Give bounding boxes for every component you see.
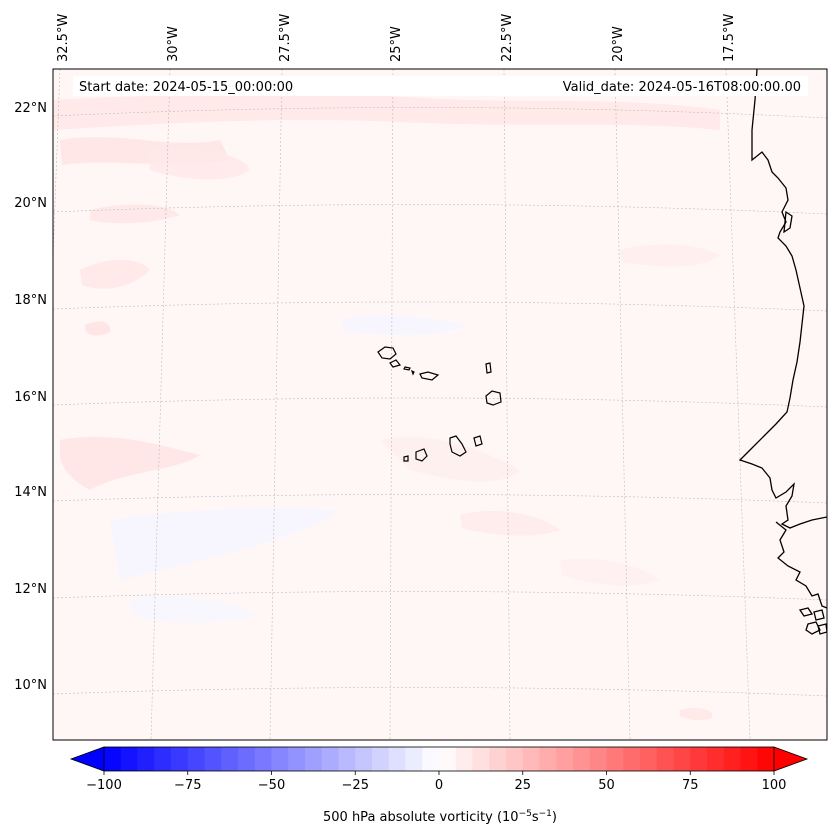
colorbar-segment — [573, 747, 591, 771]
colorbar-segment — [539, 747, 557, 771]
colorbar-segment — [120, 747, 139, 771]
lat-label: 12°N — [14, 582, 47, 597]
lat-label: 22°N — [14, 101, 47, 116]
colorbar-segment — [221, 747, 239, 771]
colorbar-segment — [522, 747, 541, 771]
colorbar: −100 −75 −50 −25 0 25 50 75 100 500 hPa absolute… — [69, 746, 809, 825]
lon-label: 20°W — [611, 26, 626, 62]
colorbar-segment — [757, 747, 775, 771]
colorbar-segment — [556, 747, 574, 771]
colorbar-tick-label: −75 — [174, 778, 201, 793]
start-date-label: Start date: 2024-05-15_00:00:00 — [79, 80, 293, 95]
colorbar-max-extend — [773, 746, 809, 772]
colorbar-tick-label: −50 — [258, 778, 285, 793]
colorbar-tick-label: 75 — [682, 778, 699, 793]
lat-label: 14°N — [14, 485, 47, 500]
colorbar-segment — [338, 747, 356, 771]
colorbar-segment — [305, 747, 323, 771]
colorbar-segment — [405, 747, 423, 771]
colorbar-tick-label: −100 — [86, 778, 122, 793]
vorticity-contours — [53, 93, 720, 721]
colorbar-segment — [623, 747, 641, 771]
colorbar-segment — [589, 747, 608, 771]
lon-label: 32.5°W — [56, 14, 71, 62]
colorbar-segment — [171, 747, 189, 771]
vorticity-field — [53, 69, 827, 740]
lat-label: 20°N — [14, 196, 47, 211]
colorbar-segment — [422, 747, 440, 771]
coastline-africa — [738, 69, 827, 635]
lon-label: 17.5°W — [722, 14, 737, 62]
colorbar-segment — [187, 747, 206, 771]
map-area — [53, 69, 827, 740]
colorbar-segment — [204, 747, 222, 771]
colorbar-segment — [673, 747, 691, 771]
colorbar-segment — [455, 747, 474, 771]
colorbar-segment — [707, 747, 725, 771]
lon-label: 30°W — [166, 26, 181, 62]
colorbar-segment — [321, 747, 340, 771]
header-bar — [73, 76, 808, 96]
colorbar-segment — [472, 747, 490, 771]
colorbar-tick-label: 0 — [435, 778, 443, 793]
colorbar-segment — [506, 747, 524, 771]
lat-label: 16°N — [14, 390, 47, 405]
colorbar-segment — [656, 747, 675, 771]
colorbar-segment — [372, 747, 390, 771]
lat-label: 10°N — [14, 678, 47, 693]
latitude-labels: 22°N 20°N 18°N 16°N 14°N 12°N 10°N — [14, 101, 47, 693]
lon-label: 22.5°W — [500, 14, 515, 62]
colorbar-segment — [740, 747, 758, 771]
colorbar-segment — [690, 747, 708, 771]
colorbar-segment — [606, 747, 624, 771]
colorbar-min-extend — [69, 746, 105, 772]
coastline-cape-verde — [377, 346, 502, 462]
colorbar-segment — [288, 747, 306, 771]
valid-date-label: Valid_date: 2024-05-16T08:00:00.00 — [563, 80, 801, 95]
colorbar-segment — [271, 747, 289, 771]
colorbar-segment — [388, 747, 407, 771]
colorbar-segment — [640, 747, 658, 771]
longitude-labels: 32.5°W 30°W 27.5°W 25°W 22.5°W 20°W 17.5… — [56, 14, 737, 62]
colorbar-segment — [355, 747, 373, 771]
colorbar-segment — [723, 747, 742, 771]
colorbar-segment — [489, 747, 507, 771]
colorbar-segment — [154, 747, 172, 771]
colorbar-segment — [238, 747, 256, 771]
colorbar-label: 500 hPa absolute vorticity (10−5s−1) — [323, 809, 557, 825]
colorbar-tick-label: 100 — [762, 778, 787, 793]
lon-label: 27.5°W — [278, 14, 293, 62]
colorbar-tick-label: −25 — [342, 778, 369, 793]
colorbar-segment — [104, 747, 122, 771]
colorbar-segment — [254, 747, 273, 771]
colorbar-tick-label: 25 — [514, 778, 531, 793]
map-frame — [52, 68, 828, 741]
lat-label: 18°N — [14, 293, 47, 308]
lon-label: 25°W — [389, 26, 404, 62]
colorbar-segment — [137, 747, 155, 771]
colorbar-segment — [439, 747, 457, 771]
colorbar-tick-label: 50 — [598, 778, 615, 793]
